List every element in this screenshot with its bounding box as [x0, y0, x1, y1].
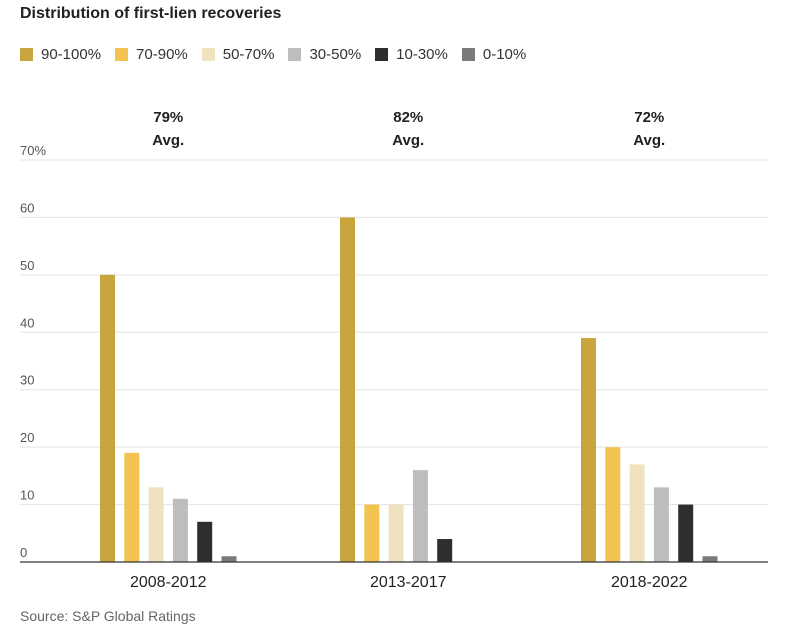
legend-item: 70-90% — [115, 46, 188, 63]
legend-swatch — [288, 48, 302, 61]
average-value: 72% — [634, 109, 664, 126]
y-tick-label: 0 — [20, 545, 27, 560]
legend-swatch — [375, 48, 389, 61]
legend-swatch — [201, 48, 215, 61]
y-tick-label: 50 — [20, 258, 34, 273]
bar — [678, 504, 694, 562]
legend-item: 50-70% — [201, 46, 275, 63]
legend-item: 90-100% — [20, 46, 101, 63]
legend-label: 10-30% — [396, 46, 448, 63]
legend-label: 70-90% — [136, 46, 188, 63]
x-tick-label: 2013-2017 — [370, 574, 447, 591]
bar — [364, 504, 380, 562]
legend-item: 10-30% — [375, 46, 448, 63]
bar — [124, 452, 140, 562]
source-note: Source: S&P Global Ratings — [20, 608, 196, 624]
bar — [581, 338, 596, 562]
average-label: Avg. — [392, 132, 424, 149]
legend-swatch — [461, 48, 475, 61]
bar — [412, 470, 428, 562]
average-value: 79% — [153, 109, 183, 126]
x-tick-label: 2008-2012 — [130, 574, 207, 591]
bar — [340, 217, 355, 562]
y-tick-label: 40 — [20, 315, 34, 330]
bar — [702, 556, 718, 562]
legend-item: 0-10% — [461, 46, 527, 63]
bar — [172, 498, 188, 562]
legend-label: 50-70% — [222, 46, 275, 63]
chart-legend: 90-100% 70-90% 50-70% 30-50% 10-30% 0-10% — [20, 46, 540, 63]
legend-label: 90-100% — [41, 46, 102, 63]
bar — [100, 274, 115, 562]
legend-swatch — [115, 48, 129, 61]
x-tick-label: 2018-2022 — [611, 574, 688, 591]
bar — [197, 521, 213, 562]
legend-swatch — [20, 48, 33, 61]
y-tick-label: 60 — [20, 200, 34, 215]
bar — [605, 447, 621, 562]
y-tick-label: 20 — [20, 430, 34, 445]
average-value: 82% — [393, 109, 423, 126]
y-tick-label: 70% — [20, 143, 46, 158]
bar — [437, 539, 453, 562]
bar — [388, 504, 404, 562]
legend-label: 0-10% — [482, 46, 527, 63]
chart-title: Distribution of first-lien recoveries — [20, 5, 282, 22]
y-tick-label: 30 — [20, 373, 34, 388]
y-tick-label: 10 — [20, 488, 34, 503]
bar — [221, 556, 237, 562]
bar — [148, 487, 164, 562]
legend-label: 30-50% — [309, 46, 362, 63]
bar — [653, 487, 669, 562]
bar — [629, 464, 645, 562]
legend-item: 30-50% — [288, 46, 361, 63]
average-label: Avg. — [633, 132, 665, 149]
average-label: Avg. — [152, 132, 184, 149]
